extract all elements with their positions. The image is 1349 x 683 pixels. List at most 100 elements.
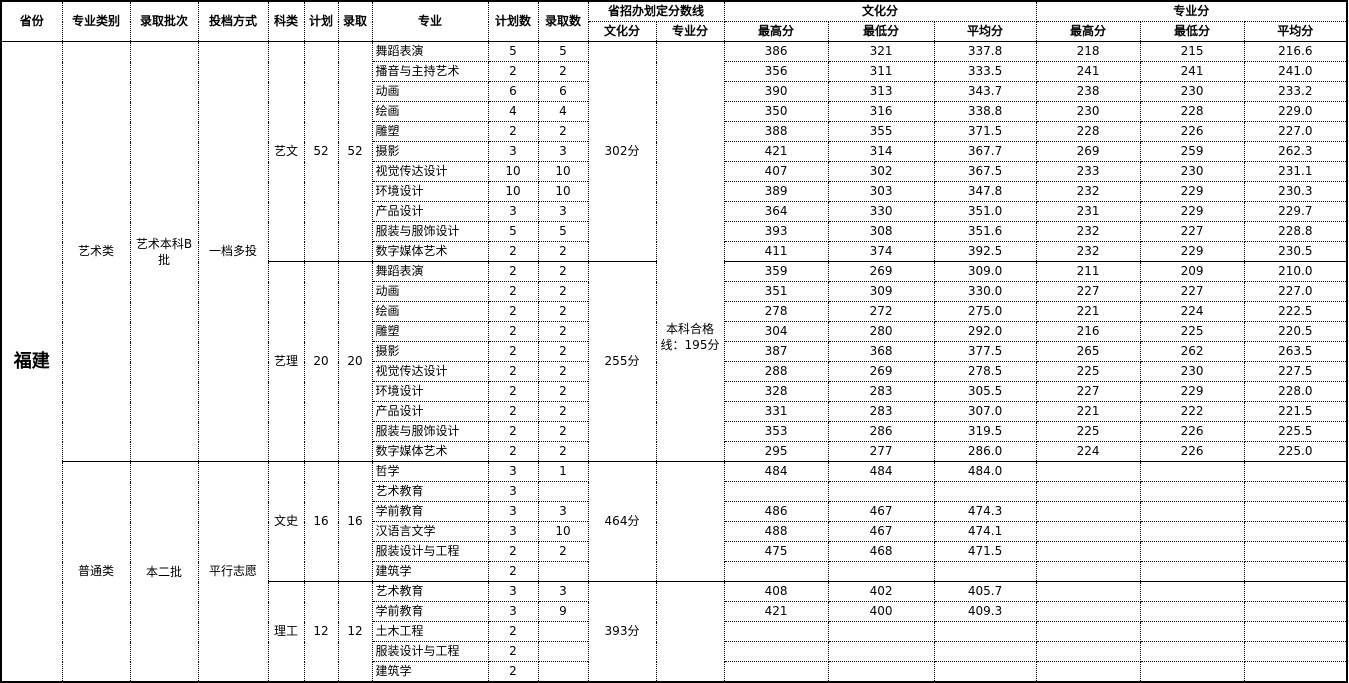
culture-avg: 392.5 xyxy=(933,241,1037,262)
prof-avg: 221.5 xyxy=(1243,401,1348,422)
prof-min xyxy=(1139,641,1245,662)
subject-plan-cell: 52 xyxy=(303,41,339,262)
culture-min: 277 xyxy=(827,441,935,462)
prof-max xyxy=(1035,661,1141,683)
culture-avg: 484.0 xyxy=(933,461,1037,482)
method-cell: 一档多投 xyxy=(197,41,269,462)
header-province: 省份 xyxy=(0,0,63,42)
prof-max xyxy=(1035,461,1141,482)
culture-avg: 333.5 xyxy=(933,61,1037,82)
prof-min: 227 xyxy=(1139,281,1245,302)
major-name: 产品设计 xyxy=(371,201,489,222)
culture-max: 356 xyxy=(723,61,829,82)
prof-max xyxy=(1035,641,1141,662)
table-row: 摄影 3 3 421 314 367.7 269 259 262.3 xyxy=(1,141,1348,162)
culture-min: 302 xyxy=(827,161,935,182)
table-row: 动画 2 2 351 309 330.0 227 227 227.0 xyxy=(1,281,1348,302)
major-plan-count: 5 xyxy=(487,221,539,242)
culture-max: 295 xyxy=(723,441,829,462)
major-name: 建筑学 xyxy=(371,561,489,582)
major-plan-count: 2 xyxy=(487,281,539,302)
prof-avg: 230.3 xyxy=(1243,181,1348,202)
culture-min xyxy=(827,641,935,662)
table-row: 环境设计 10 10 389 303 347.8 232 229 230.3 xyxy=(1,181,1348,202)
culture-avg: 367.5 xyxy=(933,161,1037,182)
subject-plan-cell: 20 xyxy=(303,261,339,462)
table-row: 学前教育 3 9 421 400 409.3 xyxy=(1,601,1348,622)
major-name: 服装设计与工程 xyxy=(371,641,489,662)
prof-avg: 262.3 xyxy=(1243,141,1348,162)
header-prof-avg: 平均分 xyxy=(1243,21,1348,42)
prof-min: 241 xyxy=(1139,61,1245,82)
prof-max: 224 xyxy=(1035,441,1141,462)
culture-min: 269 xyxy=(827,361,935,382)
prof-line-cell: 本科合格线：195分 xyxy=(655,41,725,462)
major-name: 数字媒体艺术 xyxy=(371,241,489,262)
table-row: 环境设计 2 2 328 283 305.5 227 229 228.0 xyxy=(1,381,1348,402)
prof-avg: 225.5 xyxy=(1243,421,1348,442)
header-line-prof: 专业分 xyxy=(655,21,725,42)
culture-max xyxy=(723,481,829,502)
prof-avg: 231.1 xyxy=(1243,161,1348,182)
header-plan-count: 计划数 xyxy=(487,0,539,42)
culture-avg: 319.5 xyxy=(933,421,1037,442)
major-admit-count: 2 xyxy=(537,361,589,382)
culture-max: 387 xyxy=(723,341,829,362)
prof-max: 221 xyxy=(1035,301,1141,322)
major-name: 视觉传达设计 xyxy=(371,361,489,382)
prof-max: 232 xyxy=(1035,241,1141,262)
header-major: 专业 xyxy=(371,0,489,42)
major-admit-count: 10 xyxy=(537,521,589,542)
culture-avg: 367.7 xyxy=(933,141,1037,162)
table-row: 普通类 本二批 平行志愿 文史 16 16 哲学 3 1 464分 484 484 484.0 xyxy=(1,461,1348,683)
major-admit-count: 2 xyxy=(537,241,589,262)
subject-plan-cell: 12 xyxy=(303,581,339,683)
major-admit-count: 6 xyxy=(537,81,589,102)
prof-max: 228 xyxy=(1035,121,1141,142)
prof-avg: 227.0 xyxy=(1243,281,1348,302)
major-plan-count: 3 xyxy=(487,521,539,542)
major-plan-count: 2 xyxy=(487,301,539,322)
culture-max: 390 xyxy=(723,81,829,102)
prof-avg xyxy=(1243,641,1348,662)
header-culture-max: 最高分 xyxy=(723,21,829,42)
culture-min: 468 xyxy=(827,541,935,562)
culture-avg: 409.3 xyxy=(933,601,1037,622)
prof-max: 241 xyxy=(1035,61,1141,82)
culture-min: 308 xyxy=(827,221,935,242)
major-plan-count: 2 xyxy=(487,541,539,562)
major-admit-count: 2 xyxy=(537,321,589,342)
prof-avg xyxy=(1243,461,1348,482)
prof-min: 226 xyxy=(1139,121,1245,142)
prof-max xyxy=(1035,621,1141,642)
major-name: 动画 xyxy=(371,81,489,102)
major-name: 摄影 xyxy=(371,141,489,162)
major-plan-count: 2 xyxy=(487,321,539,342)
culture-min xyxy=(827,481,935,502)
prof-max: 218 xyxy=(1035,41,1141,62)
subject-admit-cell: 16 xyxy=(337,461,373,582)
table-row: 视觉传达设计 2 2 288 269 278.5 225 230 227.5 xyxy=(1,361,1348,382)
header-prof-group: 专业分 xyxy=(1035,0,1348,22)
culture-avg: 347.8 xyxy=(933,181,1037,202)
culture-max: 304 xyxy=(723,321,829,342)
culture-min: 272 xyxy=(827,301,935,322)
culture-max: 278 xyxy=(723,301,829,322)
major-name: 哲学 xyxy=(371,461,489,482)
prof-avg xyxy=(1243,561,1348,582)
prof-avg: 228.0 xyxy=(1243,381,1348,402)
culture-avg xyxy=(933,561,1037,582)
subject-cell: 文史 xyxy=(267,461,305,582)
prof-avg: 229.7 xyxy=(1243,201,1348,222)
subject-admit-cell: 52 xyxy=(337,41,373,262)
major-admit-count: 3 xyxy=(537,201,589,222)
major-plan-count: 2 xyxy=(487,241,539,262)
prof-avg: 210.0 xyxy=(1243,261,1348,282)
culture-max: 328 xyxy=(723,381,829,402)
subject-admit-cell: 12 xyxy=(337,581,373,683)
major-admit-count: 5 xyxy=(537,221,589,242)
major-name: 雕塑 xyxy=(371,121,489,142)
major-admit-count xyxy=(537,481,589,502)
prof-avg xyxy=(1243,501,1348,522)
table-row: 摄影 2 2 387 368 377.5 265 262 263.5 xyxy=(1,341,1348,362)
